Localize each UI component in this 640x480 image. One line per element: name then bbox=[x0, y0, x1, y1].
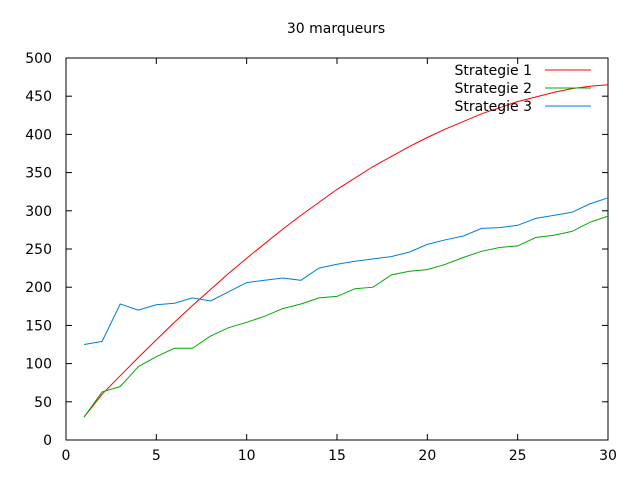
y-tick-label: 50 bbox=[34, 395, 52, 411]
legend: Strategie 1 Strategie 2 Strategie 3 bbox=[454, 63, 591, 115]
series-line-3 bbox=[84, 197, 609, 345]
series-group bbox=[83, 84, 609, 418]
plot-frame bbox=[65, 57, 609, 441]
x-tick-label: 15 bbox=[328, 448, 346, 464]
y-tick-label: 500 bbox=[25, 51, 52, 67]
y-tick-label: 300 bbox=[25, 204, 52, 220]
chart-title: 30 marqueurs bbox=[287, 21, 385, 37]
x-tick-label: 5 bbox=[152, 448, 161, 464]
y-tick-label: 250 bbox=[25, 242, 52, 258]
y-tick-label: 200 bbox=[25, 280, 52, 296]
x-axis: 0 5 10 15 20 25 30 bbox=[62, 58, 617, 464]
x-tick-label: 20 bbox=[418, 448, 436, 464]
series-line-1 bbox=[83, 84, 609, 418]
y-tick-label: 400 bbox=[25, 127, 52, 143]
x-tick-label: 25 bbox=[509, 448, 527, 464]
legend-label-3: Strategie 3 bbox=[454, 99, 532, 115]
y-tick-label: 0 bbox=[43, 433, 52, 449]
legend-label-1: Strategie 1 bbox=[454, 63, 532, 79]
y-axis: 0 50 100 150 200 250 300 350 400 450 500 bbox=[25, 51, 608, 449]
x-tick-label: 0 bbox=[62, 448, 71, 464]
x-tick-label: 30 bbox=[599, 448, 617, 464]
x-tick-label: 10 bbox=[238, 448, 256, 464]
y-tick-label: 100 bbox=[25, 357, 52, 373]
y-tick-label: 450 bbox=[25, 89, 52, 105]
series-line-2 bbox=[83, 215, 609, 418]
legend-label-2: Strategie 2 bbox=[454, 81, 532, 97]
y-tick-label: 350 bbox=[25, 166, 52, 182]
y-tick-label: 150 bbox=[25, 318, 52, 334]
